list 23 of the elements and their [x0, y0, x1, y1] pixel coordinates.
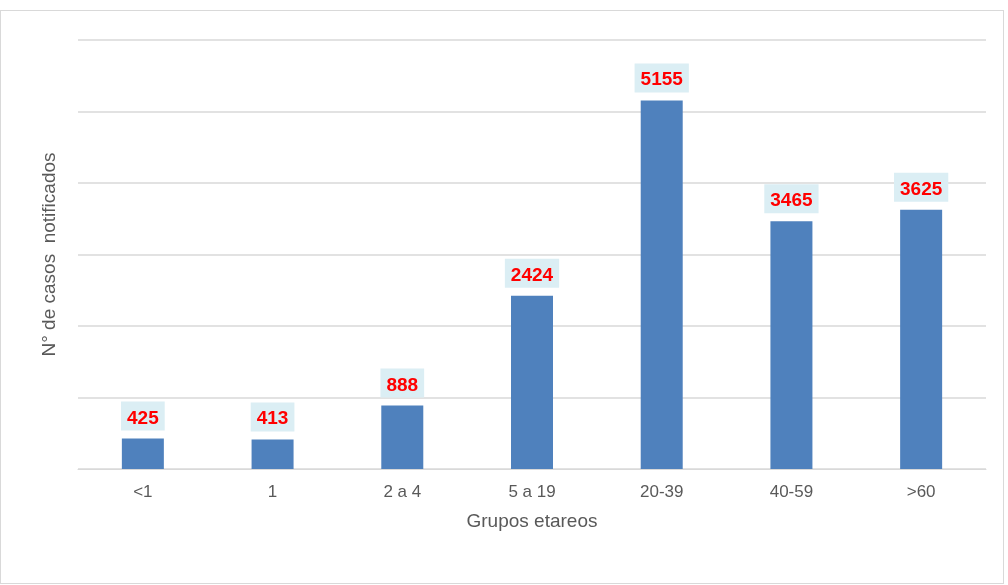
data-label: 5155 — [640, 68, 684, 90]
x-tick-label: 40-59 — [769, 482, 814, 501]
data-label: 3625 — [900, 177, 943, 199]
bar — [121, 438, 164, 469]
data-label: 3465 — [770, 189, 813, 211]
bar — [511, 295, 553, 469]
data-label: 413 — [256, 407, 289, 429]
bar — [251, 439, 294, 469]
x-axis-title: Grupos etareos — [466, 510, 598, 531]
data-label: 2424 — [510, 263, 554, 285]
data-label: 888 — [386, 373, 419, 395]
data-label: 425 — [127, 406, 160, 428]
x-tick-label: 5 a 19 — [508, 482, 556, 501]
y-axis-title: N° de casos notificados — [38, 152, 59, 357]
x-tick-label: >60 — [906, 482, 936, 501]
bar — [381, 405, 424, 469]
bar — [640, 100, 683, 469]
x-tick-label: 20-39 — [639, 482, 684, 501]
x-tick-label: <1 — [133, 482, 153, 501]
x-tick-label: 1 — [267, 482, 278, 501]
bar — [900, 209, 943, 469]
x-tick-label: 2 a 4 — [383, 482, 422, 501]
bar — [770, 221, 813, 469]
